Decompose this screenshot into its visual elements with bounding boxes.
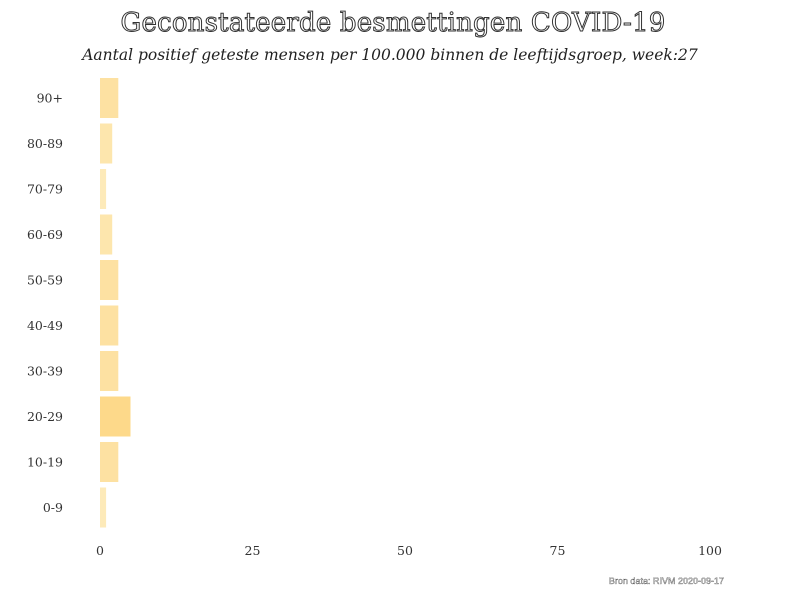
- bar-10-19: [100, 442, 119, 482]
- y-tick-label: 90+: [37, 91, 63, 106]
- bar-40-49: [100, 305, 119, 346]
- bar-60-69: [100, 214, 113, 255]
- y-tick-label: 50-59: [27, 273, 63, 288]
- y-tick-label: 40-49: [27, 318, 63, 333]
- x-tick-label: 75: [550, 543, 566, 558]
- bar-80-89: [100, 123, 113, 164]
- bars-group: [100, 78, 131, 528]
- y-tick-label: 0-9: [43, 500, 63, 515]
- x-tick-label: 50: [397, 543, 413, 558]
- x-tick-label: 0: [96, 543, 104, 558]
- y-tick-label: 30-39: [27, 364, 63, 379]
- source-note: Bron data: RIVM 2020-09-17: [608, 576, 724, 586]
- y-tick-label: 10-19: [27, 455, 63, 470]
- x-axis-labels: 0 25 50 75 100: [96, 543, 722, 558]
- y-tick-label: 20-29: [27, 409, 63, 424]
- y-tick-label: 80-89: [27, 136, 63, 151]
- y-tick-label: 70-79: [27, 182, 63, 197]
- chart-title: Geconstateerde besmettingen COVID-19: [120, 8, 666, 39]
- bar-70-79: [100, 169, 107, 209]
- x-tick-label: 100: [698, 543, 722, 558]
- bar-0-9: [100, 487, 107, 528]
- bar-20-29: [100, 396, 131, 437]
- chart-subtitle: Aantal positief geteste mensen per 100.0…: [82, 46, 698, 64]
- x-tick-label: 25: [245, 543, 261, 558]
- y-tick-label: 60-69: [27, 227, 63, 242]
- bar-90+: [100, 78, 119, 118]
- y-axis-labels: 90+ 80-89 70-79 60-69 50-59 40-49 30-39 20-29 10…: [27, 91, 63, 516]
- bar-50-59: [100, 260, 119, 300]
- bar-30-39: [100, 351, 119, 391]
